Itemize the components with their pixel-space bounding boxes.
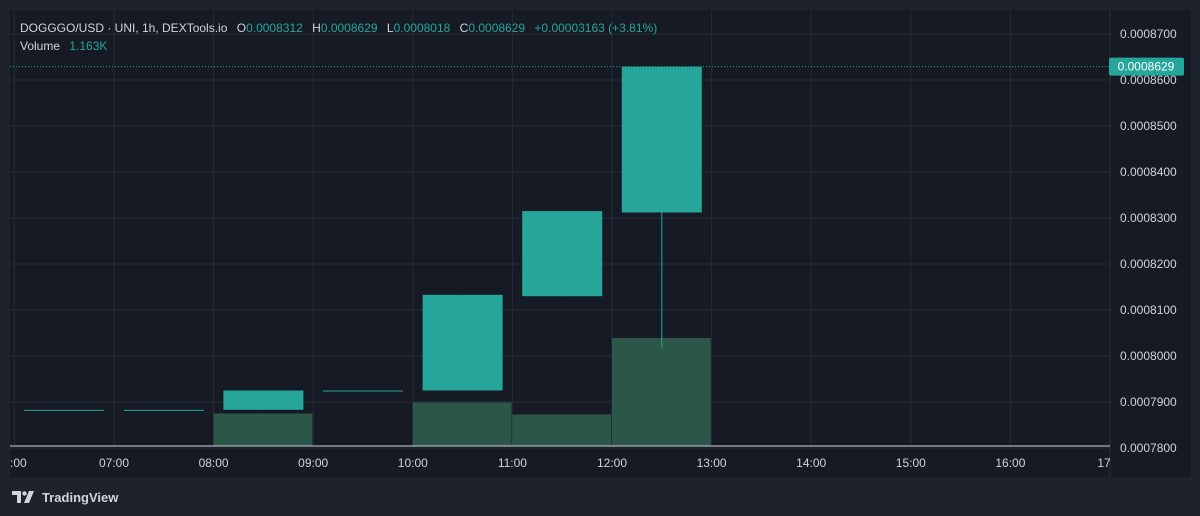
last-price-label: 0.0008629 [1118, 60, 1175, 74]
close-value: 0.0008629 [468, 21, 526, 35]
volume-bar [412, 402, 512, 446]
symbol-title[interactable]: DOGGGO/USD · UNI, 1h, DEXTools.io [20, 21, 228, 35]
time-tick-label: 16:00 [995, 456, 1025, 470]
price-tick-label: 0.0008300 [1120, 211, 1177, 225]
last-price-tag: 0.0008629 [1109, 57, 1184, 76]
time-tick-label: 15:00 [896, 456, 926, 470]
candle-body [24, 409, 105, 411]
close-key: C [459, 21, 469, 35]
candle-body [123, 409, 204, 411]
price-tick-label: 0.0008100 [1120, 303, 1177, 317]
time-tick-label: 17 [1097, 456, 1111, 470]
price-tick-label: 0.0008500 [1120, 119, 1177, 133]
volume-bar [611, 338, 711, 446]
price-tick-label: 0.0007900 [1120, 395, 1177, 409]
time-tick-label: 09:00 [298, 456, 328, 470]
volume-label[interactable]: Volume [20, 39, 61, 53]
price-tick-label: 0.0008600 [1120, 73, 1177, 87]
high-value: 0.0008629 [320, 21, 378, 35]
time-tick-label: 08:00 [199, 456, 229, 470]
candle-body [223, 390, 304, 410]
price-tick-label: 0.0008400 [1120, 165, 1177, 179]
time-tick-label: 14:00 [796, 456, 826, 470]
volume-bar [512, 414, 612, 446]
price-tick-label: 0.0007800 [1120, 441, 1177, 455]
volume-bar [213, 413, 313, 446]
high-key: H [312, 21, 321, 35]
time-tick-label: 11:00 [498, 456, 527, 470]
tradingview-label: TradingView [42, 489, 119, 505]
candle-body [323, 390, 403, 392]
candlestick-chart[interactable]: 0.0008700 0.0008600 0.0008500 0.0008400 0.00… [10, 10, 1191, 477]
low-value: 0.0008018 [393, 21, 451, 35]
price-tick-label: 0.0008700 [1120, 27, 1177, 41]
time-tick-label: 13:00 [697, 456, 727, 470]
price-tick-label: 0.0008200 [1120, 257, 1177, 271]
tradingview-logo-icon [12, 491, 34, 503]
price-tick-label: 0.0008000 [1120, 349, 1177, 363]
volume-value: 1.163K [69, 39, 108, 53]
ohlc-legend: DOGGGO/USD · UNI, 1h, DEXTools.io O0.000… [20, 20, 657, 36]
open-value: 0.0008312 [246, 21, 303, 35]
change-value: +0.00003163 (+3.81%) [534, 21, 658, 35]
time-tick-label: 12:00 [597, 456, 627, 470]
candle-body [522, 211, 603, 297]
chart-area[interactable]: 0.0008700 0.0008600 0.0008500 0.0008400 0.00… [10, 10, 1191, 477]
candle-body [621, 66, 702, 213]
volume-legend: Volume 1.163K [20, 38, 107, 54]
time-tick-label: :00 [10, 456, 27, 470]
time-tick-label: 10:00 [398, 456, 428, 470]
low-key: L [386, 21, 394, 35]
time-tick-label: 07:00 [99, 456, 129, 470]
tradingview-branding[interactable]: TradingView [12, 487, 118, 507]
candle-body [422, 294, 503, 391]
open-key: O [236, 21, 247, 35]
